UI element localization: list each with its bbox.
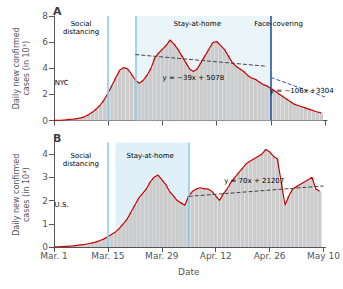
svg-text:Daily new confirmed: Daily new confirmed	[12, 27, 21, 109]
svg-text:6: 6	[42, 37, 48, 47]
svg-text:Social: Social	[71, 152, 92, 160]
svg-text:NYC: NYC	[55, 79, 69, 87]
svg-text:May 10: May 10	[307, 251, 340, 261]
svg-text:y = −39x + 5078: y = −39x + 5078	[163, 74, 225, 82]
svg-text:Mar. 15: Mar. 15	[91, 251, 124, 261]
svg-text:4: 4	[42, 63, 48, 73]
svg-text:distancing: distancing	[63, 160, 99, 168]
svg-text:4: 4	[42, 149, 48, 159]
svg-text:Stay-at-home: Stay-at-home	[174, 20, 221, 28]
svg-text:0: 0	[42, 242, 48, 252]
svg-text:Mar. 29: Mar. 29	[145, 251, 179, 261]
svg-text:1: 1	[42, 219, 48, 229]
svg-text:A: A	[53, 5, 62, 18]
svg-text:2: 2	[42, 89, 48, 99]
svg-text:y = 70x + 21207: y = 70x + 21207	[224, 177, 284, 185]
svg-text:Apr. 26: Apr. 26	[254, 251, 286, 261]
svg-text:Face-covering: Face-covering	[254, 20, 303, 28]
svg-text:Date: Date	[178, 267, 200, 277]
svg-text:Apr. 12: Apr. 12	[200, 251, 232, 261]
svg-text:0: 0	[42, 116, 48, 126]
svg-text:U.S.: U.S.	[55, 201, 69, 209]
svg-text:B: B	[53, 132, 61, 145]
svg-text:8: 8	[42, 11, 48, 21]
svg-text:Stay-at-home: Stay-at-home	[126, 152, 173, 160]
svg-text:Daily new confirmed: Daily new confirmed	[12, 154, 21, 236]
svg-text:distancing: distancing	[63, 28, 99, 36]
svg-text:cases (in 10³): cases (in 10³)	[22, 41, 31, 96]
svg-text:y = −106x +3304: y = −106x +3304	[270, 87, 334, 95]
svg-text:Social: Social	[71, 20, 92, 28]
svg-text:Mar. 1: Mar. 1	[40, 251, 68, 261]
svg-text:2: 2	[42, 196, 48, 206]
svg-text:cases (in 10⁴): cases (in 10⁴)	[22, 167, 31, 222]
svg-text:3: 3	[42, 172, 48, 182]
